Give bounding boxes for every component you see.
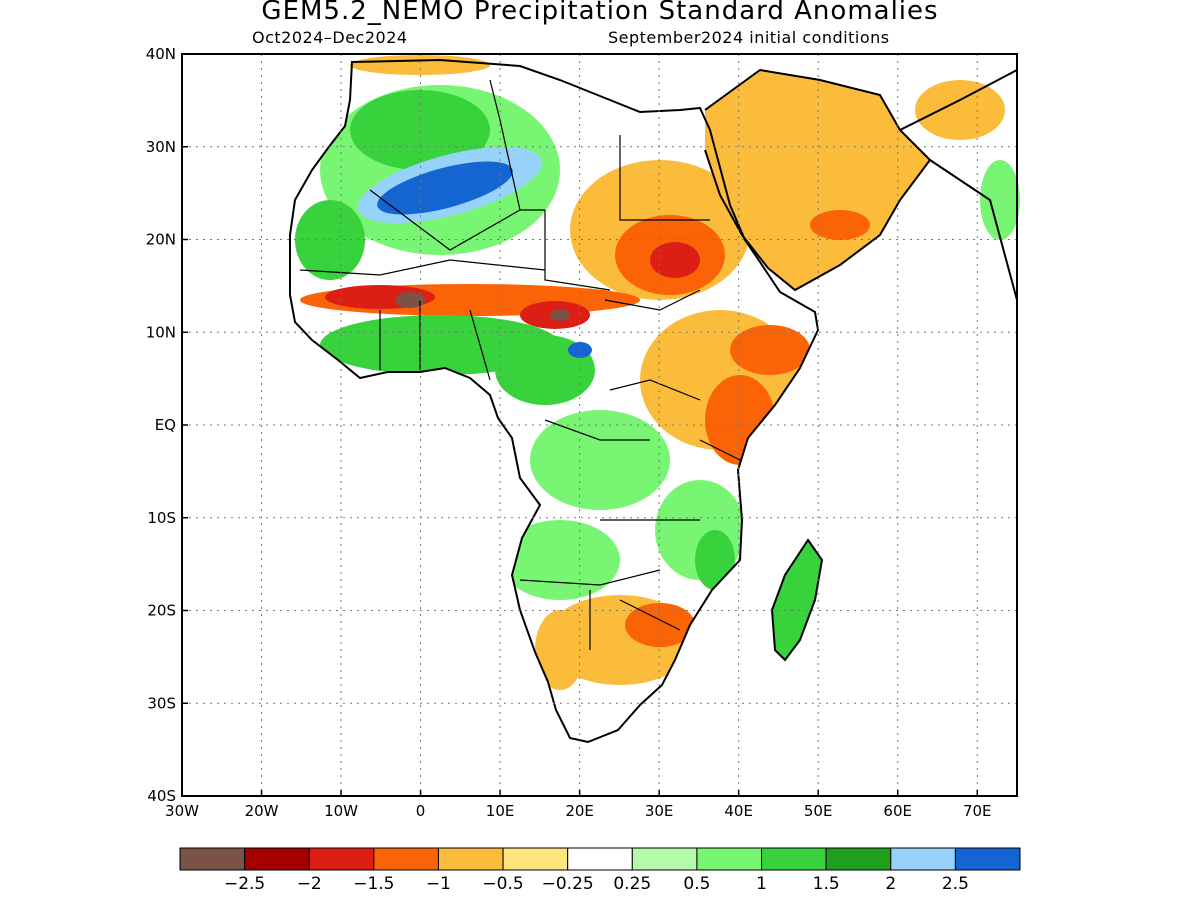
forecast-period: Oct2024–Dec2024 bbox=[252, 28, 408, 47]
colorbar: −2.5 −2 −1.5 −1 −0.5 −0.25 0.25 0.5 1 1.5 2 2.5 bbox=[179, 847, 1021, 894]
lon-tick-label: 0 bbox=[416, 802, 426, 820]
colorbar-swatch bbox=[373, 847, 439, 871]
lon-tick-label: 10E bbox=[486, 802, 515, 820]
latitude-axis: 40N 30N 20N 10N EQ 10S 20S 30S 40S bbox=[146, 45, 188, 805]
colorbar-swatch bbox=[567, 847, 633, 871]
colorbar-swatch bbox=[631, 847, 698, 871]
colorbar-label: −1.5 bbox=[353, 874, 394, 894]
madagascar-positive bbox=[772, 540, 822, 660]
lat-tick-label: 20S bbox=[147, 602, 176, 620]
lat-tick-label: 40S bbox=[147, 787, 176, 805]
colorbar-swatch bbox=[437, 847, 504, 871]
colorbar-label: 1.5 bbox=[813, 874, 840, 894]
colorbar-swatch bbox=[244, 847, 310, 871]
lake-chad-deficit bbox=[550, 309, 570, 321]
colorbar-label: −2 bbox=[297, 874, 322, 894]
lat-tick-label: 10S bbox=[147, 509, 176, 527]
lat-tick-label: 10N bbox=[146, 323, 176, 341]
colorbar-label: 0.5 bbox=[683, 874, 710, 894]
colorbar-label: 2.5 bbox=[942, 874, 969, 894]
lon-tick-label: 50E bbox=[804, 802, 833, 820]
colorbar-label: −1 bbox=[426, 874, 451, 894]
initial-conditions: September2024 initial conditions bbox=[608, 28, 890, 47]
colorbar-swatch bbox=[825, 847, 892, 871]
southern-africa-negative bbox=[625, 603, 695, 647]
lon-tick-label: 30W bbox=[165, 802, 199, 820]
coastlines bbox=[289, 58, 1018, 744]
colorbar-label: −2.5 bbox=[224, 874, 265, 894]
anomaly-fields-arabia bbox=[350, 55, 1020, 660]
colorbar-swatch bbox=[308, 847, 375, 871]
lon-tick-label: 20E bbox=[565, 802, 594, 820]
colorbar-swatch bbox=[179, 847, 246, 871]
colorbar-label: −0.5 bbox=[482, 874, 523, 894]
colorbar-label: 0.25 bbox=[613, 874, 651, 894]
lon-tick-label: 10W bbox=[324, 802, 358, 820]
lon-tick-label: 60E bbox=[883, 802, 912, 820]
longitude-axis: 30W 20W 10W 0 10E 20E 30E 40E 50E 60E 70E bbox=[165, 790, 992, 820]
colorbar-swatch bbox=[502, 847, 569, 871]
sahara-strong-positive bbox=[377, 161, 513, 215]
colorbar-swatch bbox=[761, 847, 827, 871]
lon-tick-label: 40E bbox=[724, 802, 753, 820]
colorbar-label: −0.25 bbox=[542, 874, 594, 894]
lon-tick-label: 30E bbox=[645, 802, 674, 820]
colorbar-label: 1 bbox=[756, 874, 767, 894]
map-title: GEM5.2_NEMO Precipitation Standard Anoma… bbox=[261, 0, 939, 26]
arabia-negative bbox=[705, 70, 930, 290]
lat-tick-label: EQ bbox=[155, 416, 176, 434]
colorbar-swatch bbox=[954, 847, 1021, 871]
colorbar-label: 2 bbox=[885, 874, 896, 894]
graticule bbox=[182, 54, 1017, 796]
lat-tick-label: 20N bbox=[146, 231, 176, 249]
lat-tick-label: 30S bbox=[147, 694, 176, 712]
colorbar-swatch bbox=[890, 847, 956, 871]
lat-tick-label: 40N bbox=[146, 45, 176, 63]
map-plot-area bbox=[181, 53, 1020, 797]
lon-tick-label: 70E bbox=[963, 802, 992, 820]
lat-tick-label: 30N bbox=[146, 138, 176, 156]
lon-tick-label: 20W bbox=[245, 802, 279, 820]
country-borders bbox=[299, 79, 741, 650]
colorbar-swatch bbox=[696, 847, 763, 871]
